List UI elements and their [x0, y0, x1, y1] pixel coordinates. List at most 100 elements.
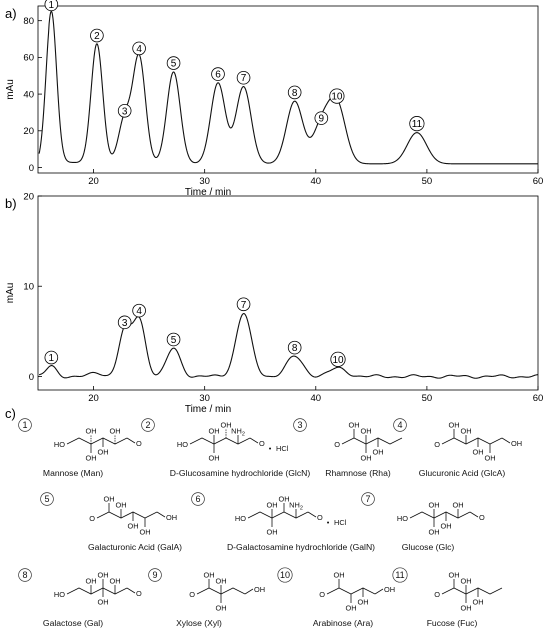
panel-a-letter: a): [5, 6, 17, 21]
peak-label-6: 6: [211, 67, 225, 81]
peak-marker-circle: [132, 303, 146, 318]
chromatogram-panel-b: 20 30 40 50 60 0 10 20 Time / min mAu 1 34 5 7 8 10: [5, 191, 543, 415]
structure-name: Xylose (Xyl): [176, 618, 222, 628]
carbon-chain: [189, 437, 251, 445]
chain-terminal-right: O: [317, 513, 323, 522]
hydroxyl-group: OH: [85, 577, 96, 586]
x-tick-label: 40: [310, 176, 321, 187]
carbonyl-bond: [374, 588, 384, 595]
x-tick-label: 20: [88, 393, 99, 404]
salt-label: HCl: [334, 518, 347, 527]
carbonyl-bond: [126, 587, 136, 594]
chain-terminal-right: OH: [254, 585, 265, 594]
amine-group: NH2: [231, 427, 245, 438]
hydroxyl-group: OH: [266, 501, 277, 510]
peak-label-7: 7: [236, 70, 251, 85]
hydroxyl-group: OH: [428, 501, 439, 510]
carbonyl-bond: [126, 437, 136, 444]
structure-name: Mannose (Man): [43, 468, 103, 478]
peak-number: 10: [332, 355, 344, 366]
y-tick-label: 60: [23, 53, 34, 64]
hydroxyl-group: OH: [85, 454, 96, 463]
y-tick-label: 40: [23, 89, 34, 100]
hydroxyl-group: OH: [372, 448, 383, 457]
peak-label-8: 8: [287, 85, 302, 100]
hydroxyl-group: OH: [97, 571, 108, 580]
hydroxyl-group: OH: [448, 571, 459, 580]
peak-marker-circle: [166, 332, 181, 347]
x-axis-label: Time / min: [185, 404, 231, 415]
structure-number-circle: [277, 567, 293, 583]
x-tick-label: 30: [199, 176, 210, 187]
hydroxyl-group: OH: [452, 501, 463, 510]
peak-marker-circle: [117, 103, 132, 118]
peak-number: 1: [49, 353, 55, 364]
peak-label-8: 8: [287, 340, 302, 355]
salt-dot: •: [269, 444, 272, 453]
hydroxyl-group: OH: [484, 454, 495, 463]
structure-number-circle: [40, 492, 54, 506]
chain-terminal-left: O: [334, 440, 340, 449]
structure-name: Galacturonic Acid (GalA): [88, 542, 182, 552]
peak-label-4: 4: [132, 303, 146, 318]
hydroxyl-group: OH: [97, 448, 108, 457]
carbon-chain: [247, 511, 309, 519]
x-tick-label: 50: [422, 393, 433, 404]
hydroxyl-group: OH: [428, 528, 439, 537]
peak-number: 8: [292, 343, 298, 354]
carbon-chain: [66, 437, 128, 445]
chromatogram-panel-a: 20 30 40 50 60 0 20 40 60 80 Time / min mAu 1 2 3 4 5 6 7 8…: [5, 0, 543, 198]
peak-label-2: 2: [90, 28, 104, 43]
structure-name: D-Galactosamine hydrochloride (GalN): [227, 542, 375, 552]
structure-number: 9: [152, 570, 157, 580]
y-tick-label: 20: [23, 191, 34, 202]
peak-label-1: 1: [44, 350, 59, 365]
structure-number-circle: [148, 568, 162, 582]
chain-terminal-left: HO: [397, 514, 408, 523]
peak-marker-circle: [44, 0, 59, 12]
chain-terminal-left: O: [434, 440, 440, 449]
chain-terminal-right: OH: [166, 513, 177, 522]
peak-marker-circle: [329, 88, 345, 104]
structure-number: 2: [145, 420, 150, 430]
chain-terminal-left: O: [189, 590, 195, 599]
panel-b-letter: b): [5, 196, 17, 211]
peak-number: 3: [122, 106, 128, 117]
hydroxyl-group: OH: [460, 604, 471, 613]
structure-number: 11: [395, 570, 404, 580]
hydroxyl-group: OH: [103, 495, 114, 504]
peak-number: 11: [412, 119, 423, 130]
peak-marker-circle: [236, 297, 251, 312]
salt-label: HCl: [276, 444, 289, 453]
amine-group: NH2: [289, 501, 303, 512]
hydroxyl-group: OH: [215, 577, 226, 586]
hydroxyl-group: OH: [360, 427, 371, 436]
peak-number: 2: [94, 31, 100, 42]
structure-number: 3: [297, 420, 302, 430]
peak-marker-circle: [117, 315, 132, 330]
structure-number: 8: [22, 570, 27, 580]
x-tick-label: 60: [533, 393, 544, 404]
peak-marker-circle: [287, 85, 302, 100]
hydroxyl-group: OH: [97, 598, 108, 607]
peak-number: 4: [136, 306, 142, 317]
hydroxyl-group: OH: [360, 454, 371, 463]
structure-name: D-Glucosamine hydrochloride (GlcN): [170, 468, 311, 478]
y-tick-label: 0: [29, 163, 34, 174]
structure-number-circle: [141, 418, 155, 432]
hydroxyl-group: OH: [333, 571, 344, 580]
chromatogram-trace: [38, 10, 538, 165]
structure-number-circle: [18, 568, 32, 582]
carbon-chain: [326, 587, 376, 595]
carbonyl-bond: [501, 437, 511, 444]
peak-number: 1: [49, 0, 55, 11]
hydroxyl-group: OH: [460, 427, 471, 436]
chain-terminal-left: HO: [54, 440, 65, 449]
structure-number-circle: [293, 418, 307, 432]
